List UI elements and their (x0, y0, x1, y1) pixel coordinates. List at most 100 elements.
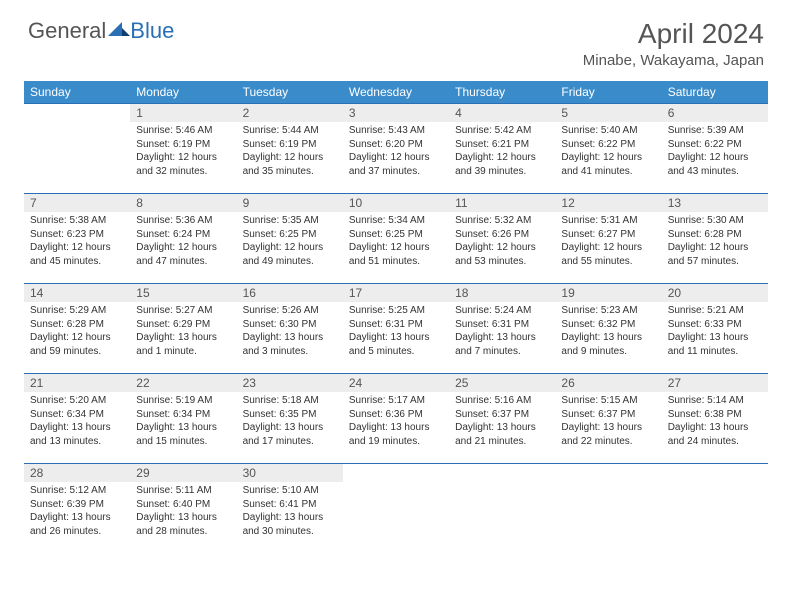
day-content: Sunrise: 5:20 AMSunset: 6:34 PMDaylight:… (24, 392, 130, 452)
day-content: Sunrise: 5:18 AMSunset: 6:35 PMDaylight:… (237, 392, 343, 452)
calendar-cell: 21Sunrise: 5:20 AMSunset: 6:34 PMDayligh… (24, 373, 130, 463)
daylight-line: Daylight: 13 hours and 7 minutes. (455, 331, 549, 358)
day-content: Sunrise: 5:10 AMSunset: 6:41 PMDaylight:… (237, 482, 343, 542)
weekday-header: Friday (555, 81, 661, 103)
calendar-cell (449, 463, 555, 553)
day-number: 2 (237, 103, 343, 122)
calendar-cell: 14Sunrise: 5:29 AMSunset: 6:28 PMDayligh… (24, 283, 130, 373)
day-content: Sunrise: 5:35 AMSunset: 6:25 PMDaylight:… (237, 212, 343, 272)
daylight-line: Daylight: 13 hours and 1 minute. (136, 331, 230, 358)
sunset-line: Sunset: 6:20 PM (349, 138, 443, 152)
calendar-cell: 19Sunrise: 5:23 AMSunset: 6:32 PMDayligh… (555, 283, 661, 373)
day-number: 7 (24, 193, 130, 212)
daylight-line: Daylight: 12 hours and 47 minutes. (136, 241, 230, 268)
logo-icon (108, 22, 130, 40)
calendar-table: Sunday Monday Tuesday Wednesday Thursday… (24, 81, 768, 553)
daylight-line: Daylight: 13 hours and 5 minutes. (349, 331, 443, 358)
calendar-cell: 13Sunrise: 5:30 AMSunset: 6:28 PMDayligh… (662, 193, 768, 283)
daylight-line: Daylight: 12 hours and 37 minutes. (349, 151, 443, 178)
logo-text-2: Blue (130, 18, 174, 44)
calendar-cell: 3Sunrise: 5:43 AMSunset: 6:20 PMDaylight… (343, 103, 449, 193)
calendar-cell: 17Sunrise: 5:25 AMSunset: 6:31 PMDayligh… (343, 283, 449, 373)
sunrise-line: Sunrise: 5:32 AM (455, 214, 549, 228)
day-content: Sunrise: 5:27 AMSunset: 6:29 PMDaylight:… (130, 302, 236, 362)
sunset-line: Sunset: 6:31 PM (349, 318, 443, 332)
calendar-row: 14Sunrise: 5:29 AMSunset: 6:28 PMDayligh… (24, 283, 768, 373)
sunrise-line: Sunrise: 5:36 AM (136, 214, 230, 228)
daylight-line: Daylight: 13 hours and 26 minutes. (30, 511, 124, 538)
sunset-line: Sunset: 6:30 PM (243, 318, 337, 332)
sunset-line: Sunset: 6:40 PM (136, 498, 230, 512)
sunrise-line: Sunrise: 5:20 AM (30, 394, 124, 408)
sunset-line: Sunset: 6:38 PM (668, 408, 762, 422)
day-content: Sunrise: 5:42 AMSunset: 6:21 PMDaylight:… (449, 122, 555, 182)
sunset-line: Sunset: 6:19 PM (243, 138, 337, 152)
calendar-cell: 29 Sunrise: 5:11 AMSunset: 6:40 PMDayligh… (130, 463, 236, 553)
weekday-header: Saturday (662, 81, 768, 103)
sunrise-line: Sunrise: 5:12 AM (30, 484, 124, 498)
sunrise-line: Sunrise: 5:23 AM (561, 304, 655, 318)
sunset-line: Sunset: 6:23 PM (30, 228, 124, 242)
day-content: Sunrise: 5:40 AMSunset: 6:22 PMDaylight:… (555, 122, 661, 182)
day-number-empty (343, 463, 449, 480)
sunset-line: Sunset: 6:28 PM (30, 318, 124, 332)
weekday-header: Tuesday (237, 81, 343, 103)
calendar-cell: 18Sunrise: 5:24 AMSunset: 6:31 PMDayligh… (449, 283, 555, 373)
sunset-line: Sunset: 6:19 PM (136, 138, 230, 152)
day-content: Sunrise: 5:39 AMSunset: 6:22 PMDaylight:… (662, 122, 768, 182)
day-number: 29 (130, 463, 236, 482)
daylight-line: Daylight: 12 hours and 43 minutes. (668, 151, 762, 178)
calendar-cell: 15Sunrise: 5:27 AMSunset: 6:29 PMDayligh… (130, 283, 236, 373)
calendar-cell: 1Sunrise: 5:46 AMSunset: 6:19 PMDaylight… (130, 103, 236, 193)
sunset-line: Sunset: 6:22 PM (561, 138, 655, 152)
day-number-empty (449, 463, 555, 480)
calendar-cell: 25Sunrise: 5:16 AMSunset: 6:37 PMDayligh… (449, 373, 555, 463)
calendar-cell: 23Sunrise: 5:18 AMSunset: 6:35 PMDayligh… (237, 373, 343, 463)
weekday-header: Thursday (449, 81, 555, 103)
sunrise-line: Sunrise: 5:14 AM (668, 394, 762, 408)
day-number: 25 (449, 373, 555, 392)
day-number-empty (662, 463, 768, 480)
day-number-empty (24, 103, 130, 120)
sunset-line: Sunset: 6:28 PM (668, 228, 762, 242)
day-content: Sunrise: 5:29 AMSunset: 6:28 PMDaylight:… (24, 302, 130, 362)
day-content: Sunrise: 5:34 AMSunset: 6:25 PMDaylight:… (343, 212, 449, 272)
calendar-cell: 11Sunrise: 5:32 AMSunset: 6:26 PMDayligh… (449, 193, 555, 283)
day-number-empty (555, 463, 661, 480)
sunrise-line: Sunrise: 5:17 AM (349, 394, 443, 408)
sunrise-line: Sunrise: 5:34 AM (349, 214, 443, 228)
sunset-line: Sunset: 6:39 PM (30, 498, 124, 512)
sunset-line: Sunset: 6:36 PM (349, 408, 443, 422)
daylight-line: Daylight: 12 hours and 49 minutes. (243, 241, 337, 268)
weekday-row: Sunday Monday Tuesday Wednesday Thursday… (24, 81, 768, 103)
weekday-header: Monday (130, 81, 236, 103)
day-number: 12 (555, 193, 661, 212)
day-number: 30 (237, 463, 343, 482)
daylight-line: Daylight: 13 hours and 3 minutes. (243, 331, 337, 358)
day-number: 19 (555, 283, 661, 302)
day-number: 1 (130, 103, 236, 122)
sunrise-line: Sunrise: 5:21 AM (668, 304, 762, 318)
calendar-cell: 30Sunrise: 5:10 AMSunset: 6:41 PMDayligh… (237, 463, 343, 553)
day-number: 27 (662, 373, 768, 392)
day-number: 21 (24, 373, 130, 392)
day-number: 17 (343, 283, 449, 302)
daylight-line: Daylight: 13 hours and 21 minutes. (455, 421, 549, 448)
calendar-cell (555, 463, 661, 553)
day-content: Sunrise: 5:14 AMSunset: 6:38 PMDaylight:… (662, 392, 768, 452)
daylight-line: Daylight: 13 hours and 28 minutes. (136, 511, 230, 538)
daylight-line: Daylight: 13 hours and 19 minutes. (349, 421, 443, 448)
sunrise-line: Sunrise: 5:43 AM (349, 124, 443, 138)
logo: General Blue (28, 18, 174, 44)
calendar-cell: 2Sunrise: 5:44 AMSunset: 6:19 PMDaylight… (237, 103, 343, 193)
day-content: Sunrise: 5:36 AMSunset: 6:24 PMDaylight:… (130, 212, 236, 272)
sunrise-line: Sunrise: 5:40 AM (561, 124, 655, 138)
day-content: Sunrise: 5:12 AMSunset: 6:39 PMDaylight:… (24, 482, 130, 542)
sunset-line: Sunset: 6:32 PM (561, 318, 655, 332)
day-content: Sunrise: 5:19 AMSunset: 6:34 PMDaylight:… (130, 392, 236, 452)
daylight-line: Daylight: 13 hours and 17 minutes. (243, 421, 337, 448)
calendar-row: 21Sunrise: 5:20 AMSunset: 6:34 PMDayligh… (24, 373, 768, 463)
sunrise-line: Sunrise: 5:11 AM (136, 484, 230, 498)
logo-text-1: General (28, 18, 106, 44)
daylight-line: Daylight: 12 hours and 51 minutes. (349, 241, 443, 268)
